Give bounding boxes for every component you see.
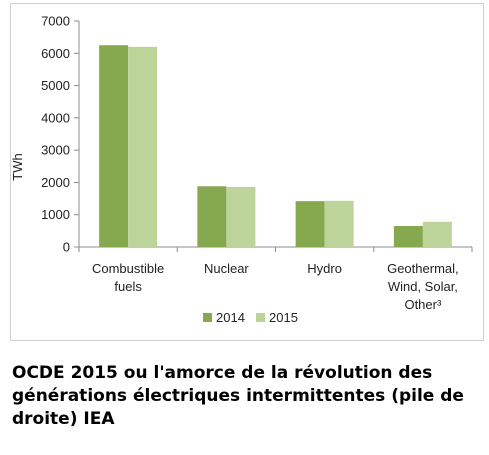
category-label: Nuclear <box>204 261 249 276</box>
category-label: Hydro <box>307 261 342 276</box>
bar-2014-1 <box>197 186 227 247</box>
y-axis-title: TWh <box>10 153 25 180</box>
y-tick-label: 3000 <box>41 143 70 158</box>
category-label: fuels <box>114 279 142 294</box>
y-tick-label: 5000 <box>41 78 70 93</box>
category-label: Geothermal, <box>387 261 459 276</box>
bar-2014-0 <box>99 45 129 247</box>
y-tick-label: 1000 <box>41 207 70 222</box>
figure-caption: OCDE 2015 ou l'amorce de la révolution d… <box>12 363 464 429</box>
bar-chart: TWh 0 1000 2000 3000 4000 5000 6000 7000 Combus… <box>10 14 473 325</box>
category-label: Wind, Solar, <box>388 279 458 294</box>
y-tick-label: 2000 <box>41 175 70 190</box>
y-tick-label: 6000 <box>41 46 70 61</box>
bar-2014-3 <box>393 226 423 247</box>
y-tick-label: 0 <box>63 240 70 255</box>
legend-label-2014: 2014 <box>216 310 245 325</box>
legend-swatch-2015 <box>256 313 265 322</box>
legend-swatch-2014 <box>203 313 212 322</box>
bar-2015-0 <box>128 46 158 248</box>
category-label: Combustible <box>92 261 164 276</box>
category-label: Other³ <box>404 297 442 312</box>
chart-frame <box>10 3 484 341</box>
bar-2015-2 <box>324 200 354 247</box>
y-tick-label: 7000 <box>41 14 70 29</box>
bar-2014-2 <box>295 201 325 247</box>
bar-2015-1 <box>226 186 256 247</box>
bar-2015-3 <box>422 221 452 247</box>
legend-label-2015: 2015 <box>269 310 298 325</box>
y-tick-label: 4000 <box>41 110 70 125</box>
